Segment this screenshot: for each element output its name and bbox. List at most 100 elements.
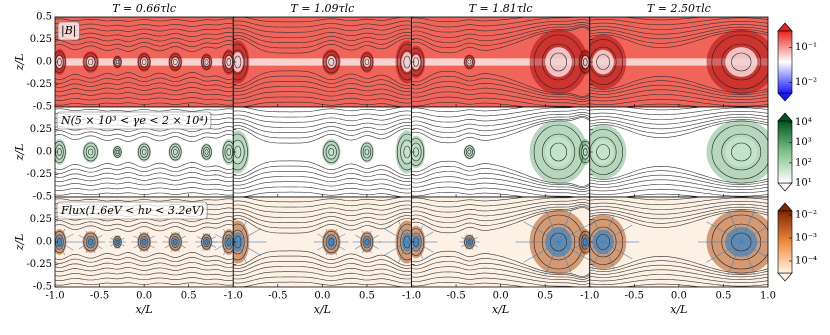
photon-ray — [206, 241, 217, 248]
photon-ray — [727, 241, 742, 276]
photon-ray — [228, 239, 234, 243]
photon-ray — [602, 241, 633, 260]
field-loop — [323, 140, 340, 164]
field-line — [411, 181, 590, 195]
colorbar-tick-label: 10⁻³ — [795, 233, 817, 244]
field-loop — [721, 133, 762, 171]
photon-ray — [90, 241, 103, 250]
field-loop — [364, 148, 370, 156]
field-loop — [721, 43, 762, 81]
x-tick-label: 1.0 — [760, 291, 776, 302]
photon-ray — [59, 228, 66, 243]
field-loop — [201, 54, 212, 70]
photon-ray — [571, 241, 586, 251]
field-line — [589, 119, 768, 134]
row-label-box — [56, 111, 212, 130]
field-line — [411, 160, 590, 187]
x-tick-label: 0.5 — [181, 291, 197, 302]
photon-ray — [411, 239, 417, 243]
field-line — [55, 87, 234, 92]
field-line — [411, 91, 590, 105]
plasmoid-core — [327, 56, 336, 68]
field-line — [411, 266, 590, 282]
panel — [411, 107, 590, 197]
plasmoid-core — [411, 54, 421, 70]
colorbar-tick-label: 10⁴ — [795, 117, 812, 128]
field-loop — [328, 148, 335, 156]
photon-ray — [206, 236, 217, 243]
photon-ray — [591, 214, 604, 243]
field-line — [411, 176, 590, 192]
photon-ray — [558, 223, 590, 243]
x-axis-label: x/L — [492, 303, 509, 316]
field-line — [589, 84, 768, 98]
field-loop — [139, 56, 149, 68]
photon-ray — [55, 241, 60, 245]
plasmoid-core — [725, 47, 758, 77]
field-loop — [137, 53, 151, 71]
x-tick-label: 0.0 — [493, 291, 509, 302]
field-line — [589, 255, 768, 274]
photon-ray — [117, 235, 121, 243]
field-line — [55, 267, 234, 272]
y-tick-label: 0.25 — [30, 214, 52, 225]
photon-ray — [174, 232, 180, 243]
field-line — [233, 38, 412, 54]
field-line — [589, 24, 768, 35]
field-loop — [139, 146, 149, 158]
field-loop — [411, 138, 425, 166]
field-loop — [328, 58, 335, 66]
y-tick-label: 0.0 — [36, 237, 52, 248]
y-tick-label: 0.0 — [36, 57, 52, 68]
row-label-box — [56, 201, 208, 220]
field-loop — [541, 43, 576, 81]
field-line — [411, 261, 590, 280]
field-loop — [400, 139, 412, 165]
colorbar-tick-label: 10⁻⁴ — [795, 255, 817, 266]
photon-ray — [558, 208, 573, 243]
field-line — [589, 29, 768, 44]
colorbar-tick-label: 10¹ — [795, 178, 812, 189]
photon-ray — [602, 214, 615, 243]
field-line — [411, 276, 590, 287]
field-line — [233, 181, 412, 190]
photon-ray — [143, 232, 149, 243]
field-line — [55, 220, 234, 227]
y-tick-label: -0.25 — [26, 79, 52, 90]
field-line — [411, 206, 590, 229]
x-axis-label: x/L — [670, 303, 687, 316]
field-line — [233, 276, 412, 284]
panel — [411, 17, 590, 107]
field-loop — [360, 142, 374, 162]
photon-ray — [366, 241, 379, 250]
y-axis-label: z/L — [13, 144, 26, 162]
field-line — [589, 30, 768, 49]
field-loop — [55, 50, 66, 74]
photon-ray — [143, 241, 149, 252]
colorbar-tick-label: 10⁻² — [795, 210, 817, 221]
field-line — [55, 177, 234, 182]
field-loop — [224, 54, 234, 70]
field-line — [589, 184, 768, 193]
photon-ray — [415, 241, 423, 259]
field-line — [233, 24, 412, 33]
x-tick-label: 0.0 — [314, 291, 330, 302]
photon-ray — [469, 234, 473, 243]
field-line — [55, 134, 234, 142]
field-loop — [202, 56, 211, 68]
panel — [233, 107, 412, 197]
photon-ray — [133, 241, 145, 249]
field-loop — [403, 55, 411, 69]
photon-ray — [411, 241, 417, 254]
field-line — [233, 160, 412, 176]
photon-ray — [143, 241, 155, 249]
field-line — [589, 17, 768, 26]
field-loop — [85, 55, 96, 69]
y-tick-label: -0.25 — [26, 169, 52, 180]
x-axis-label: x/L — [136, 303, 153, 316]
photon-ray — [233, 239, 238, 243]
field-line — [233, 271, 412, 280]
photon-ray — [415, 241, 434, 253]
panel — [55, 17, 234, 107]
photon-ray — [602, 241, 615, 270]
